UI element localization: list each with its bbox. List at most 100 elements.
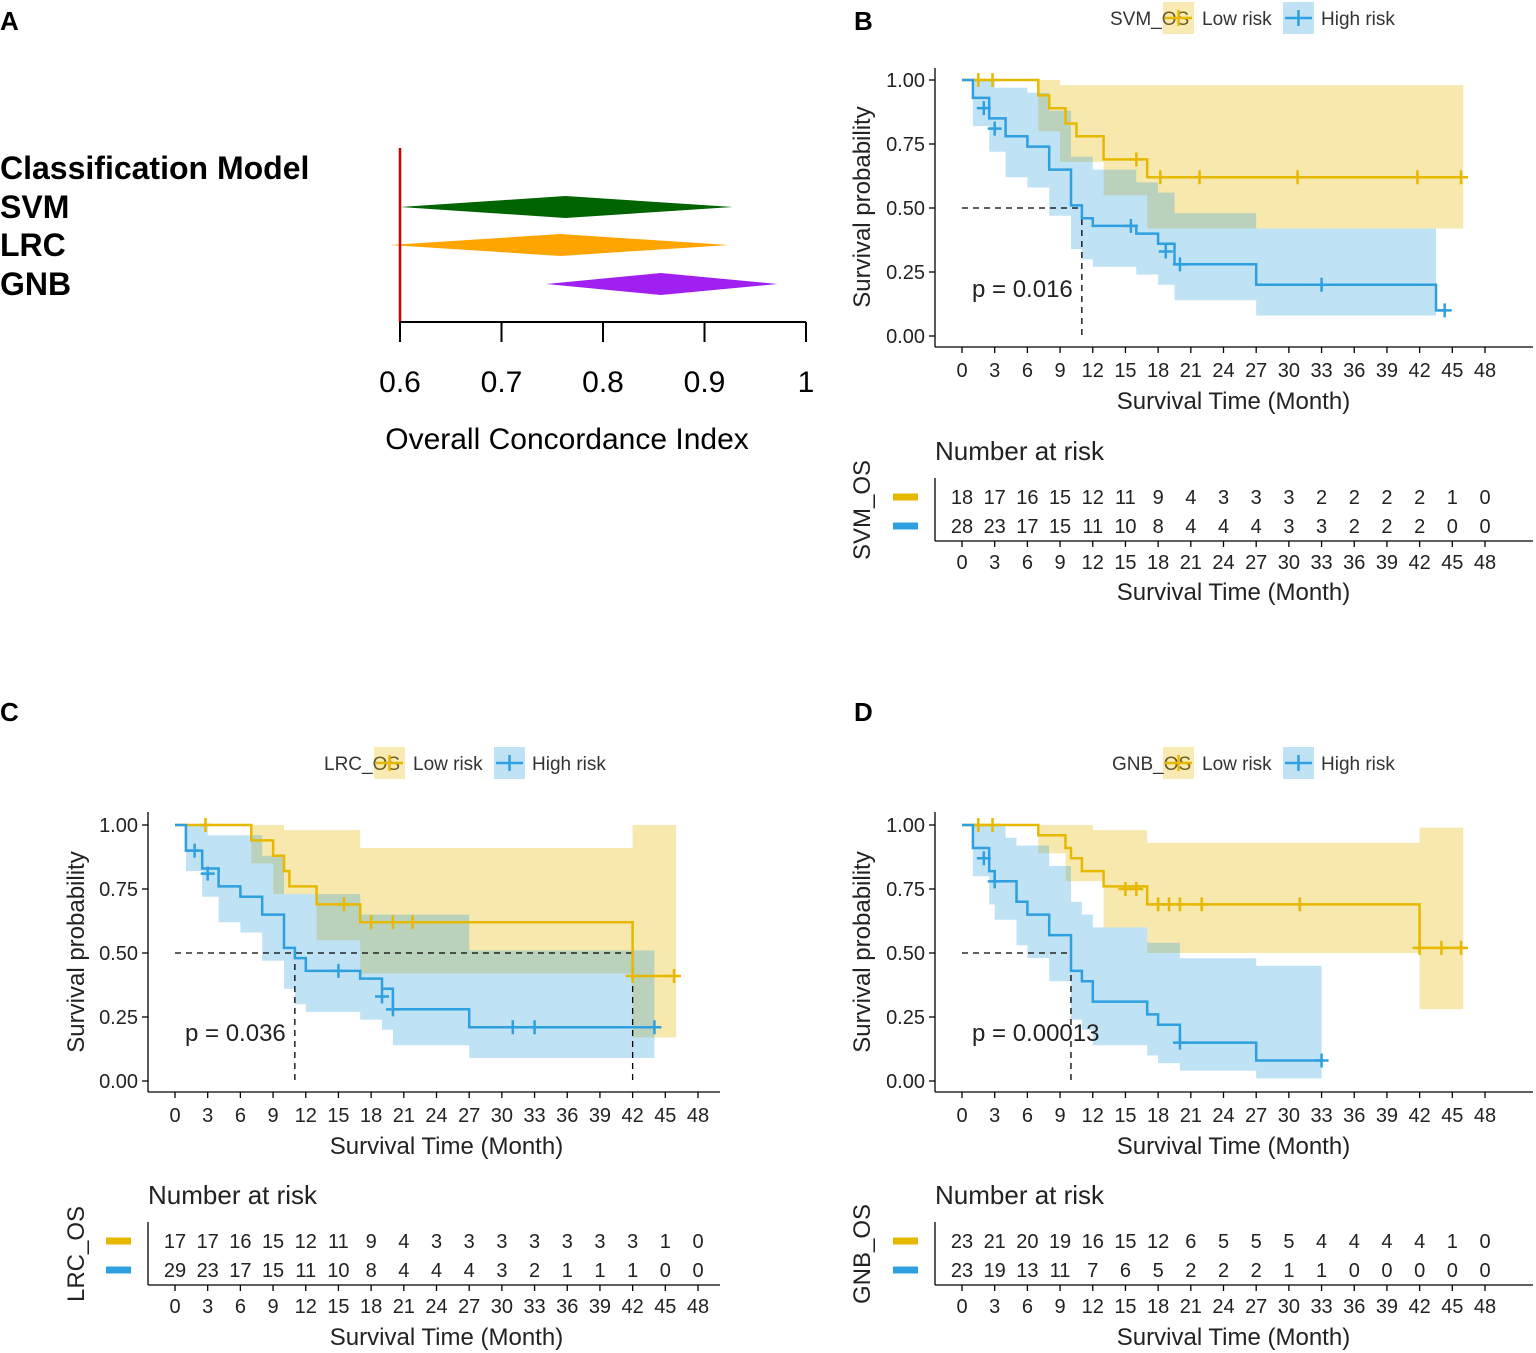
risk-count-low: 3: [594, 1231, 605, 1253]
x-tick-label: 24: [1212, 1105, 1234, 1127]
risk-count-high: 10: [327, 1260, 349, 1282]
risk-x-tick-label: 3: [989, 1296, 1000, 1318]
censor-mark-high: [1158, 244, 1173, 259]
risk-x-tick-label: 42: [1409, 552, 1431, 574]
x-tick-label: 30: [1278, 360, 1300, 382]
x-tick-label: 48: [1474, 1105, 1496, 1127]
ci-band-low: [175, 825, 677, 1038]
risk-x-tick-label: 9: [268, 1296, 279, 1318]
risk-count-high: 10: [1114, 516, 1136, 538]
risk-x-tick-label: 45: [1441, 1296, 1463, 1318]
x-tick-label: 21: [393, 1105, 415, 1127]
y-tick-label: 1.00: [886, 70, 925, 92]
x-tick-label: 39: [589, 1105, 611, 1127]
risk-x-tick-label: 30: [1278, 1296, 1300, 1318]
y-tick-label: 0.00: [99, 1071, 138, 1093]
risk-count-high: 4: [464, 1260, 475, 1282]
y-tick-label: 0.00: [886, 326, 925, 348]
censor-mark-low: [1129, 882, 1144, 896]
risk-count-high: 23: [197, 1260, 219, 1282]
x-tick-label: 0: [956, 1105, 967, 1127]
risk-x-tick-label: 30: [1278, 552, 1300, 574]
ci-band-high: [175, 825, 655, 1058]
censor-mark-low: [198, 818, 213, 832]
legend-title: SVM_OS: [1110, 9, 1189, 30]
x-tick-label: 33: [1310, 360, 1332, 382]
risk-x-tick-label: 42: [1409, 1296, 1431, 1318]
risk-count-high: 0: [1381, 1260, 1392, 1282]
x-tick-label: 9: [268, 1105, 279, 1127]
risk-count-low: 4: [398, 1231, 409, 1253]
risk-count-high: 2: [1218, 1260, 1229, 1282]
risk-count-high: 17: [229, 1260, 251, 1282]
censor-mark-low: [1194, 897, 1209, 912]
censor-mark-low: [985, 73, 1000, 87]
risk-count-high: 17: [1016, 516, 1038, 538]
risk-x-tick-label: 15: [327, 1296, 349, 1318]
legend: LRC_OS Low risk High risk: [324, 747, 606, 779]
y-axis-label: Survival probability: [63, 851, 90, 1052]
x-tick-label: 12: [295, 1105, 317, 1127]
y-tick-label: 1.00: [886, 815, 925, 837]
x-tick-label: 48: [1474, 360, 1496, 382]
x-tick-label: 27: [1245, 1105, 1267, 1127]
risk-x-tick-label: 12: [295, 1296, 317, 1318]
y-tick-label: 0.75: [99, 879, 138, 901]
model-label-svm: SVM: [0, 189, 69, 225]
ci-diamond-lrc: [389, 234, 729, 256]
risk-count-low: 3: [1283, 487, 1294, 509]
risk-count-low: 16: [229, 1231, 251, 1253]
ci-band-high: [962, 825, 1322, 1079]
risk-count-low: 2: [1349, 487, 1360, 509]
risk-count-high: 11: [1050, 1260, 1071, 1282]
x-tick-label: 42: [622, 1105, 644, 1127]
risk-x-tick-label: 36: [556, 1296, 578, 1318]
risk-count-low: 23: [951, 1231, 973, 1253]
censor-mark-low: [364, 915, 379, 930]
censor-mark-low: [385, 915, 400, 930]
x-tick-label: 27: [1245, 360, 1267, 382]
risk-count-high: 0: [1447, 516, 1458, 538]
x-tick-label: 18: [1147, 1105, 1169, 1127]
risk-count-low: 1: [660, 1231, 671, 1253]
censor-mark-low: [985, 818, 1000, 832]
risk-count-high: 19: [984, 1260, 1006, 1282]
x-tick-label: 24: [1212, 360, 1234, 382]
x-tick-label: 39: [1376, 360, 1398, 382]
risk-count-high: 4: [1218, 516, 1229, 538]
x-tick-label: 33: [1310, 1105, 1332, 1127]
x-tick-label: 15: [327, 1105, 349, 1127]
forest-header: Classification Model: [0, 150, 309, 186]
censor-mark-low: [1172, 897, 1187, 912]
risk-x-tick-label: 27: [1245, 552, 1267, 574]
censor-mark-high: [385, 1002, 400, 1017]
risk-x-tick-label: 12: [1082, 1296, 1104, 1318]
risk-count-low: 3: [1251, 487, 1262, 509]
legend-title: GNB_OS: [1112, 754, 1191, 775]
model-label-gnb: GNB: [0, 266, 71, 302]
risk-count-low: 17: [197, 1231, 219, 1253]
x-axis-label: Survival Time (Month): [330, 1133, 563, 1160]
x-tick-label: 48: [687, 1105, 709, 1127]
x-tick-label: 9: [1055, 360, 1066, 382]
risk-x-tick-label: 30: [491, 1296, 513, 1318]
censor-mark-high: [1123, 218, 1138, 233]
x-tick-label: 0: [956, 360, 967, 382]
panel-label-a: A: [0, 6, 19, 36]
censor-mark-low: [1153, 170, 1168, 185]
risk-count-high: 0: [692, 1260, 703, 1282]
censor-mark-high: [976, 851, 991, 866]
risk-count-low: 4: [1185, 487, 1196, 509]
risk-x-tick-label: 36: [1343, 552, 1365, 574]
risk-x-tick-label: 21: [1180, 552, 1202, 574]
legend-label-high: High risk: [532, 754, 606, 775]
risk-count-high: 8: [366, 1260, 377, 1282]
risk-count-high: 4: [431, 1260, 442, 1282]
risk-count-high: 0: [1349, 1260, 1360, 1282]
p-value: p = 0.00013: [972, 1020, 1099, 1047]
censor-mark-low: [1454, 170, 1469, 185]
risk-count-high: 1: [627, 1260, 638, 1282]
